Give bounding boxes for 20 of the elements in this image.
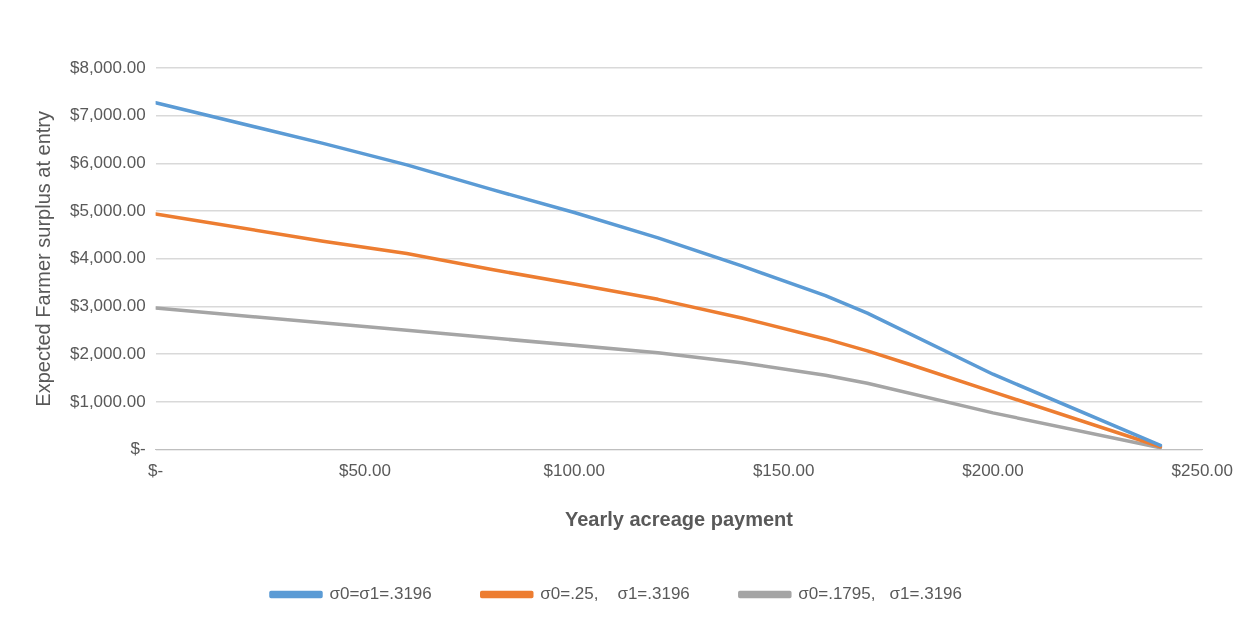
x-tick-label: $- — [148, 461, 164, 481]
y-tick-label: $5,000.00 — [69, 200, 146, 220]
y-tick-label: $- — [130, 439, 146, 459]
y-tick-label: $1,000.00 — [69, 391, 146, 411]
y-tick-label: $2,000.00 — [69, 343, 146, 363]
legend-label: σ0=σ1=.3196 — [329, 584, 432, 604]
x-tick-label: $200.00 — [962, 461, 1024, 481]
x-axis-title: Yearly acreage payment — [564, 507, 794, 530]
legend-label: σ0=.25, σ1=.3196 — [540, 584, 690, 604]
y-axis-title: Expected Farmer surplus at entry — [31, 110, 54, 407]
x-tick-label: $150.00 — [752, 461, 815, 481]
x-tick-label: $100.00 — [543, 461, 606, 481]
y-tick-label: $8,000.00 — [69, 57, 146, 77]
x-tick-label: $50.00 — [338, 461, 391, 481]
y-tick-label: $7,000.00 — [69, 105, 146, 125]
y-tick-label: $3,000.00 — [69, 296, 146, 316]
x-tick-label: $250.00 — [1171, 461, 1233, 481]
y-tick-label: $4,000.00 — [69, 248, 146, 268]
legend-label: σ0=.1795, σ1=.3196 — [798, 584, 963, 604]
y-tick-label: $6,000.00 — [69, 153, 146, 173]
